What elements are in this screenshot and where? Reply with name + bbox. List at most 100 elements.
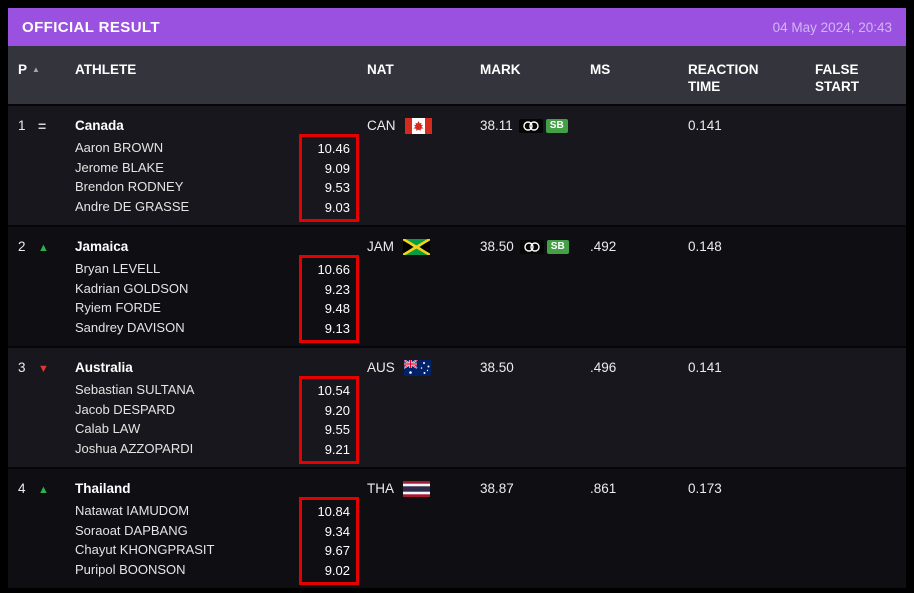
split-time: 9.13 xyxy=(324,320,350,336)
result-row: 2 ▲ Jamaica Bryan LEVELL Kadrian GOLDSON R… xyxy=(8,225,906,346)
split-time: 10.66 xyxy=(317,262,350,277)
splits-annotation-box: 10.46 9.09 9.53 9.03 xyxy=(299,134,359,222)
nat-code: AUS xyxy=(367,360,395,375)
flag-can-icon xyxy=(404,117,432,134)
athlete-name: Jerome BLAKE xyxy=(75,159,164,175)
result-row: 3 ▼ Australia Sebastian SULTANA Jacob DES… xyxy=(8,346,906,467)
athlete-name: Sebastian SULTANA xyxy=(75,382,195,397)
team-name: Jamaica xyxy=(75,239,129,254)
column-header-row: P ▲ ATHLETE NAT MARK MS REACTION TIME FAL… xyxy=(8,46,906,104)
split-time: 9.53 xyxy=(324,180,350,195)
mark-value: 38.11 xyxy=(480,118,513,133)
athlete-name: Soraoat DAPBANG xyxy=(75,522,188,538)
split-time: 10.46 xyxy=(317,141,350,156)
false-start-value xyxy=(815,480,906,588)
position-change-icon: = xyxy=(38,118,47,134)
nat-code: THA xyxy=(367,481,394,496)
nat-code: CAN xyxy=(367,118,396,133)
athlete-name: Chayut KHONGPRASIT xyxy=(75,542,215,557)
reaction-time-value: 0.141 xyxy=(688,118,722,133)
position-change-icon: ▼ xyxy=(38,363,49,375)
flag-jam-icon xyxy=(403,238,430,255)
col-header-nat: NAT xyxy=(367,62,394,77)
position-change-icon: ▲ xyxy=(38,484,49,496)
ms-value: .861 xyxy=(590,481,617,496)
position-change-icon: ▲ xyxy=(38,242,49,254)
result-row: 1 = Canada Aaron BROWN Jerome BLAKE Brendo… xyxy=(8,104,906,225)
sort-asc-icon: ▲ xyxy=(32,65,40,74)
ms-value: .496 xyxy=(590,360,617,375)
athlete-name: Joshua AZZOPARDI xyxy=(75,440,194,456)
split-time: 10.84 xyxy=(317,504,350,519)
mark-value: 38.50 xyxy=(480,360,514,375)
split-time: 10.54 xyxy=(317,383,350,398)
position-value: 3 xyxy=(18,360,26,375)
team-name: Canada xyxy=(75,118,124,133)
position-value: 2 xyxy=(18,239,26,254)
athlete-name: Andre DE GRASSE xyxy=(75,198,190,214)
col-pos-label: P xyxy=(18,62,28,77)
col-header-athlete: ATHLETE xyxy=(75,62,137,77)
col-header-change xyxy=(36,61,75,104)
split-time: 9.55 xyxy=(324,422,350,437)
false-start-value xyxy=(815,238,906,346)
split-time: 9.34 xyxy=(324,523,350,539)
result-row: 4 ▲ Thailand Natawat IAMUDOM Soraoat DAPB… xyxy=(8,467,906,588)
page-title: OFFICIAL RESULT xyxy=(22,18,160,36)
badge-group: SB xyxy=(518,119,568,133)
splits-annotation-box: 10.84 9.34 9.67 9.02 xyxy=(299,497,359,585)
olympic-qualifier-badge xyxy=(519,240,544,254)
athlete-name: Brendon RODNEY xyxy=(75,179,184,194)
flag-aus-icon xyxy=(403,359,431,376)
athlete-name: Puripol BOONSON xyxy=(75,561,186,577)
athlete-name-list: Sebastian SULTANA Jacob DESPARD Calab LAW J… xyxy=(75,380,299,464)
badge-group: SB xyxy=(519,240,569,254)
reaction-time-value: 0.148 xyxy=(688,239,722,254)
season-best-badge: SB xyxy=(545,119,568,133)
false-start-value xyxy=(815,117,906,225)
reaction-time-value: 0.173 xyxy=(688,481,722,496)
athlete-name-list: Bryan LEVELL Kadrian GOLDSON Ryiem FORDE Sa… xyxy=(75,259,299,343)
false-start-value xyxy=(815,359,906,467)
col-header-false-start: FALSE START xyxy=(815,62,859,94)
split-time: 9.02 xyxy=(324,562,350,578)
col-header-reaction-time: REACTION TIME xyxy=(688,62,759,94)
split-time: 9.09 xyxy=(324,160,350,176)
header-datetime: 04 May 2024, 20:43 xyxy=(772,19,892,35)
flag-tha-icon xyxy=(403,480,430,497)
athlete-name: Ryiem FORDE xyxy=(75,300,161,315)
split-time: 9.23 xyxy=(324,281,350,297)
col-header-position[interactable]: P ▲ xyxy=(8,61,40,104)
team-name: Thailand xyxy=(75,481,131,496)
splits-annotation-box: 10.66 9.23 9.48 9.13 xyxy=(299,255,359,343)
nat-code: JAM xyxy=(367,239,394,254)
splits-annotation-box: 10.54 9.20 9.55 9.21 xyxy=(299,376,359,464)
split-time: 9.21 xyxy=(324,441,350,457)
col-header-mark: MARK xyxy=(480,62,521,77)
ms-value xyxy=(590,117,688,225)
ms-value: .492 xyxy=(590,239,617,254)
split-time: 9.67 xyxy=(324,543,350,558)
athlete-name-list: Natawat IAMUDOM Soraoat DAPBANG Chayut KHO… xyxy=(75,501,299,585)
mark-value: 38.50 xyxy=(480,239,514,254)
season-best-badge: SB xyxy=(546,240,569,254)
athlete-name-list: Aaron BROWN Jerome BLAKE Brendon RODNEY And… xyxy=(75,138,299,222)
split-time: 9.20 xyxy=(324,402,350,418)
position-value: 4 xyxy=(18,481,26,496)
mark-value: 38.87 xyxy=(480,481,514,496)
results-table-body: 1 = Canada Aaron BROWN Jerome BLAKE Brendo… xyxy=(8,104,906,588)
athlete-name: Aaron BROWN xyxy=(75,140,164,155)
split-time: 9.03 xyxy=(324,199,350,215)
olympic-qualifier-badge xyxy=(518,119,543,133)
col-header-ms: MS xyxy=(590,62,611,77)
athlete-name: Calab LAW xyxy=(75,421,141,436)
reaction-time-value: 0.141 xyxy=(688,360,722,375)
athlete-name: Sandrey DAVISON xyxy=(75,319,185,335)
team-name: Australia xyxy=(75,360,133,375)
header-bar: OFFICIAL RESULT 04 May 2024, 20:43 xyxy=(8,8,906,46)
split-time: 9.48 xyxy=(324,301,350,316)
athlete-name: Natawat IAMUDOM xyxy=(75,503,190,518)
position-value: 1 xyxy=(18,118,26,133)
athlete-name: Kadrian GOLDSON xyxy=(75,280,189,296)
